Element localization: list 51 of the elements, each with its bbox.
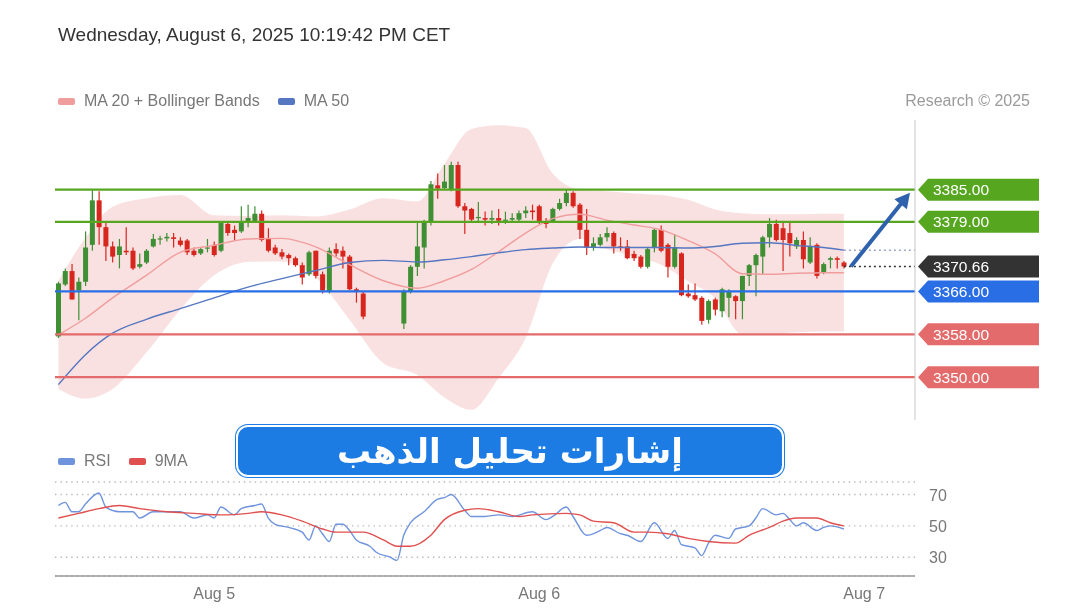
y-tick-label: 3350.00 bbox=[933, 368, 990, 386]
candlestick bbox=[536, 204, 542, 225]
legend-label: MA 20 + Bollinger Bands bbox=[84, 91, 260, 111]
y-tick-label: 50 bbox=[929, 517, 947, 535]
legend-label: RSI bbox=[84, 451, 111, 471]
candlestick bbox=[800, 230, 806, 269]
candlestick bbox=[645, 246, 651, 269]
candlestick bbox=[360, 291, 366, 320]
y-tick-label: 3370.66 bbox=[933, 257, 990, 275]
chart-title: Wednesday, August 6, 2025 10:19:42 PM CET bbox=[58, 24, 451, 46]
candlestick bbox=[706, 298, 712, 325]
candlestick bbox=[760, 235, 766, 275]
candlestick bbox=[110, 241, 116, 264]
candlestick bbox=[116, 238, 122, 269]
legend-label: 9MA bbox=[154, 451, 188, 471]
y-tick-label: 30 bbox=[929, 549, 947, 567]
line-series bbox=[57, 504, 845, 547]
candlestick bbox=[414, 220, 420, 277]
candlestick bbox=[76, 276, 82, 321]
y-tick-label: 3366.00 bbox=[933, 282, 990, 300]
candlestick bbox=[306, 250, 312, 277]
candlestick bbox=[767, 217, 773, 249]
y-tick-label: 3358.00 bbox=[933, 325, 990, 343]
candlestick bbox=[733, 294, 739, 320]
x-tick-label: Aug 5 bbox=[193, 585, 236, 603]
candlestick bbox=[265, 227, 271, 253]
candlestick bbox=[624, 239, 630, 260]
candlestick bbox=[157, 235, 163, 246]
x-tick-label: Aug 6 bbox=[518, 585, 561, 603]
y-tick-label: 3385.00 bbox=[933, 181, 990, 199]
candlestick bbox=[611, 230, 617, 254]
candlestick bbox=[773, 219, 779, 243]
candlestick bbox=[489, 209, 495, 225]
text: Research © 2025 bbox=[905, 91, 1030, 111]
candlestick bbox=[482, 211, 488, 227]
candlestick bbox=[753, 252, 759, 297]
legend-label: MA 50 bbox=[303, 91, 350, 111]
candlestick bbox=[441, 164, 447, 191]
x-tick-label: Aug 7 bbox=[843, 585, 886, 603]
candlestick bbox=[651, 227, 657, 253]
y-tick-label: 3379.00 bbox=[933, 213, 990, 231]
candlestick bbox=[604, 226, 610, 243]
candlestick bbox=[435, 172, 441, 200]
line-series bbox=[57, 492, 845, 562]
candlestick bbox=[807, 236, 813, 265]
y-tick-label: 70 bbox=[929, 486, 947, 504]
candlestick bbox=[672, 233, 678, 269]
candlestick bbox=[584, 208, 590, 256]
candlestick bbox=[103, 220, 109, 262]
candlestick bbox=[462, 202, 468, 235]
text: إشارات تحليل الذهب bbox=[337, 430, 683, 473]
